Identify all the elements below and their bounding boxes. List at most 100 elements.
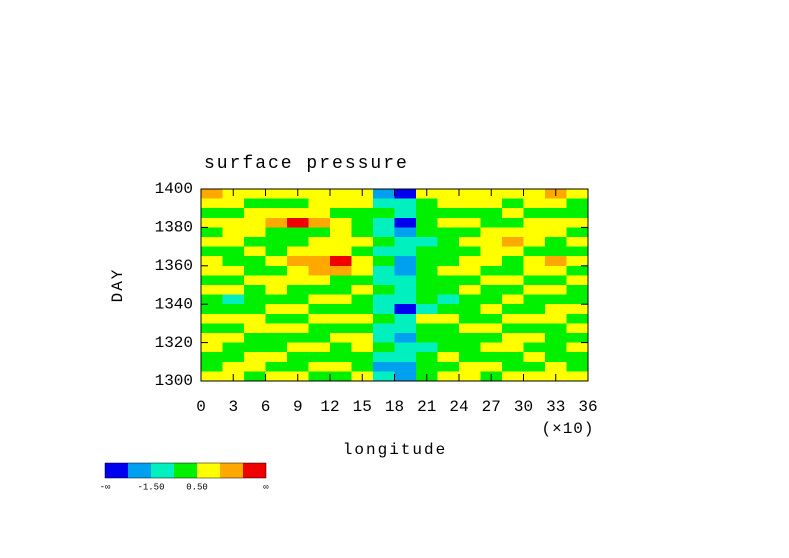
contour-cell [545,285,567,295]
contour-cell [545,342,567,353]
contour-cell [308,237,330,247]
contour-cell [459,294,481,305]
contour-cell [373,198,395,209]
contour-cell [201,304,223,314]
contour-cell [244,189,266,199]
contour-cell [566,237,588,247]
contour-cell [244,294,266,305]
contour-cell [308,352,330,362]
contour-cell [308,304,330,314]
contour-cell [523,256,545,266]
contour-cell [351,275,373,285]
contour-cell [394,198,416,209]
x-tick-label: 27 [482,398,501,416]
contour-cell [437,275,459,285]
contour-cell [330,361,352,372]
contour-cell [459,323,481,333]
contour-cell [394,313,416,324]
contour-cell [201,237,223,247]
contour-cell [480,198,502,209]
contour-cell [308,371,330,381]
contour-cell [545,246,567,257]
contour-cell [244,237,266,247]
contour-cell [437,265,459,276]
contour-cell [373,294,395,305]
contour-cell [459,304,481,314]
contour-cell [330,333,352,343]
contour-cell [265,342,287,353]
contour-cell [480,227,502,237]
contour-cell [351,361,373,372]
contour-cell [480,246,502,257]
contour-cell [523,304,545,314]
contour-cell [373,256,395,266]
contour-cell [545,361,567,372]
contour-cell [502,256,524,266]
contour-cell [265,275,287,285]
contour-cell [394,227,416,237]
contour-cell [480,352,502,362]
contour-cell [502,246,524,257]
contour-cell [287,285,309,295]
contour-cell [287,342,309,353]
contour-cell [244,227,266,237]
contour-cell [373,275,395,285]
contour-cell [416,265,438,276]
contour-cell [373,237,395,247]
contour-cell [373,208,395,218]
contour-cell [244,208,266,218]
contour-cell [480,304,502,314]
contour-cell [265,208,287,218]
contour-cell [459,246,481,257]
contour-cell [222,294,244,305]
contour-cell [373,361,395,372]
contour-cell [373,304,395,314]
contour-cell [330,275,352,285]
contour-cell [416,294,438,305]
contour-cell [437,352,459,362]
contour-cell [222,227,244,237]
contour-cell [416,361,438,372]
contour-cell [373,189,395,199]
contour-cell [502,342,524,353]
contour-cell [222,208,244,218]
contour-cell [459,275,481,285]
contour-cell [502,313,524,324]
contour-cell [201,294,223,305]
contour-cell [287,246,309,257]
contour-cell [222,275,244,285]
contour-cell [308,246,330,257]
contour-cell [459,313,481,324]
contour-cell [244,198,266,209]
contour-cell [244,275,266,285]
contour-cell [480,208,502,218]
contour-cell [437,333,459,343]
contour-cell [351,313,373,324]
contour-cell [416,304,438,314]
contour-cell [330,198,352,209]
contour-cell [287,217,309,228]
contour-cell [502,352,524,362]
contour-cell [222,361,244,372]
contour-cell [394,294,416,305]
contour-cell [222,352,244,362]
contour-cell [437,313,459,324]
contour-cell [330,208,352,218]
contour-cell [265,285,287,295]
x-tick-label: 18 [385,398,404,416]
y-tick-label: 1380 [155,219,193,237]
contour-cell [351,198,373,209]
contour-cell [373,265,395,276]
contour-cell [265,371,287,381]
contour-cell [394,342,416,353]
contour-cell [416,333,438,343]
contour-cell [265,246,287,257]
contour-cell [566,342,588,353]
contour-cell [523,189,545,199]
contour-cell [222,304,244,314]
contour-cell [351,285,373,295]
contour-cell [201,227,223,237]
contour-cell [416,246,438,257]
contour-cell [287,265,309,276]
x-tick-label: 21 [417,398,436,416]
